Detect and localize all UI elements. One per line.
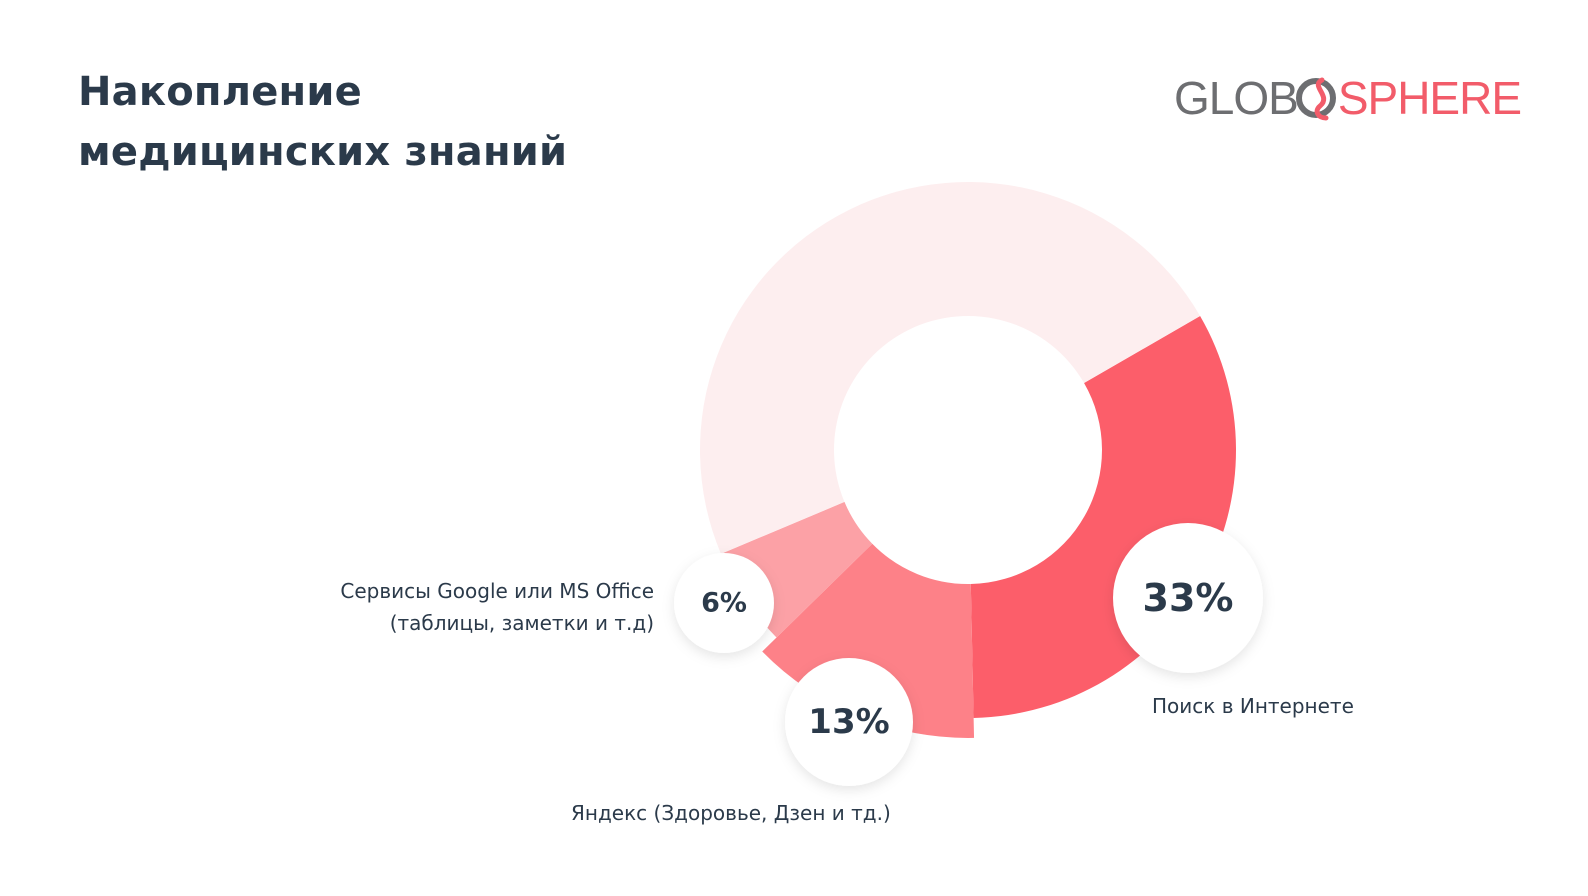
- title-line-1: Накопление: [78, 69, 362, 115]
- legend-label-yandex-line-1: Яндекс (Здоровье, Дзен и тд.): [571, 801, 891, 825]
- legend-label-google: Сервисы Google или MS Office (таблицы, з…: [340, 575, 654, 639]
- value-label-yandex: 13%: [808, 702, 889, 742]
- legend-label-google-line-1: Сервисы Google или MS Office: [340, 579, 654, 603]
- logo-text-part1: GLOB: [1174, 72, 1299, 124]
- value-bubble-google: 6%: [674, 553, 774, 653]
- legend-label-yandex: Яндекс (Здоровье, Дзен и тд.): [571, 797, 891, 829]
- title-line-2: медицинских знаний: [78, 129, 568, 175]
- value-bubble-circle-yandex: [785, 658, 913, 786]
- value-label-google: 6%: [701, 588, 747, 619]
- logo-text-part2: SPHERE: [1337, 72, 1522, 124]
- value-bubble-circle-search: [1113, 523, 1263, 673]
- globosphere-logo: GLOB SPHERE: [1174, 70, 1522, 126]
- slice-rest: [699, 181, 1201, 554]
- page-title: Накопление медицинских знаний: [78, 62, 567, 182]
- legend-label-google-line-2: (таблицы, заметки и т.д): [389, 611, 654, 635]
- value-bubble-yandex: 13%: [785, 658, 913, 786]
- value-bubble-search: 33%: [1113, 523, 1263, 673]
- value-label-search: 33%: [1143, 576, 1234, 620]
- globe-swirl-icon: [1295, 77, 1336, 121]
- legend-label-search-line-1: Поиск в Интернете: [1152, 694, 1354, 718]
- value-bubble-circle-google: [674, 553, 774, 653]
- legend-label-search: Поиск в Интернете: [1152, 690, 1354, 722]
